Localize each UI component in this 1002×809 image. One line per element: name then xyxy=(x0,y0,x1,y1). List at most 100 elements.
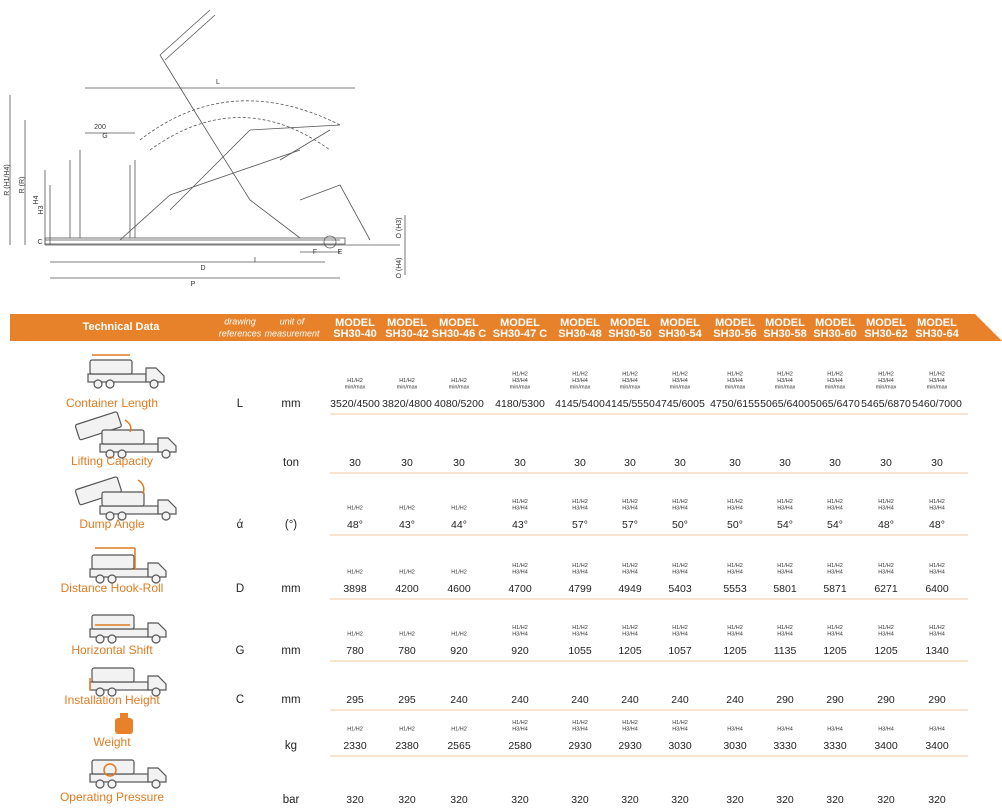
cell-note: H3/H4 xyxy=(929,505,945,511)
cell-note: H1/H2 xyxy=(827,625,843,631)
dimension-label: O (H3) xyxy=(396,218,403,239)
cell-note: min/max xyxy=(510,384,531,390)
cell-note: H3/H4 xyxy=(512,569,528,575)
cell-value: 1205 xyxy=(874,645,898,657)
cell-value: 5553 xyxy=(723,583,747,595)
cell-value: 2930 xyxy=(568,740,592,752)
cell-note: H3/H4 xyxy=(878,378,894,384)
dimension-label: H3 xyxy=(38,205,45,214)
cell-note: H3/H4 xyxy=(827,378,843,384)
cell-note: H3/H4 xyxy=(777,378,793,384)
row-label: Installation Height xyxy=(64,693,160,707)
model-header: SH30-47 C xyxy=(493,328,547,340)
row-unit: mm xyxy=(281,694,300,706)
dimension-label: F xyxy=(313,249,317,256)
cell-note: H3/H4 xyxy=(572,726,588,732)
cell-value: 30 xyxy=(624,457,636,469)
cell-note: H1/H2 xyxy=(399,569,415,575)
cell-note: H3/H4 xyxy=(512,726,528,732)
cell-value: 1135 xyxy=(774,645,797,657)
cell-note: H3/H4 xyxy=(929,378,945,384)
cell-value: 5403 xyxy=(668,583,692,595)
cell-note: H3/H4 xyxy=(727,505,743,511)
row-reference: ά xyxy=(237,519,244,531)
cell-note: H1/H2 xyxy=(727,371,743,377)
cell-value: 30 xyxy=(574,457,586,469)
cell-note: H1/H2 xyxy=(347,631,363,637)
cell-value: 30 xyxy=(674,457,686,469)
cell-note: H3/H4 xyxy=(672,726,688,732)
cell-value: 3898 xyxy=(343,583,367,595)
references-header: drawing xyxy=(224,316,256,326)
cell-value: 320 xyxy=(671,794,689,806)
units-header: unit of xyxy=(280,316,306,326)
cell-value: 6271 xyxy=(874,583,898,595)
dimension-label: L xyxy=(216,79,220,86)
cell-note: H1/H2 xyxy=(777,371,793,377)
cell-note: min/max xyxy=(876,384,897,390)
cell-note: min/max xyxy=(345,384,366,390)
cell-value: 320 xyxy=(450,794,468,806)
cell-note: H3/H4 xyxy=(622,726,638,732)
cell-note: H1/H2 xyxy=(399,631,415,637)
table-title: Technical Data xyxy=(83,321,161,333)
cell-value: 5871 xyxy=(823,583,847,595)
model-header: MODEL xyxy=(765,317,805,329)
references-header: references xyxy=(219,328,262,338)
dimension-label: 200 xyxy=(94,124,106,131)
model-header: MODEL xyxy=(715,317,755,329)
model-header: SH30-64 xyxy=(915,328,959,340)
cell-value: 54° xyxy=(827,519,843,531)
cell-note: H3/H4 xyxy=(777,569,793,575)
cell-value: 3520/4500 xyxy=(330,398,380,410)
cell-note: H1/H2 xyxy=(399,505,415,511)
cell-note: H3/H4 xyxy=(777,726,793,732)
cell-note: H1/H2 xyxy=(672,625,688,631)
cell-note: H1/H2 xyxy=(777,499,793,505)
cell-note: H1/H2 xyxy=(929,563,945,569)
cell-value: 5065/6400 xyxy=(760,398,810,410)
model-header: MODEL xyxy=(610,317,650,329)
cell-value: 5465/6870 xyxy=(861,398,911,410)
cell-value: 4600 xyxy=(447,583,471,595)
cell-value: 2330 xyxy=(343,740,367,752)
cell-note: H3/H4 xyxy=(512,378,528,384)
row-unit: bar xyxy=(283,794,300,806)
cell-value: 3030 xyxy=(723,740,747,752)
cell-value: 3030 xyxy=(668,740,692,752)
cell-value: 4750/6155 xyxy=(710,398,760,410)
cell-note: H3/H4 xyxy=(672,631,688,637)
cell-value: 4700 xyxy=(508,583,532,595)
cell-note: H3/H4 xyxy=(878,569,894,575)
cell-note: H3/H4 xyxy=(878,631,894,637)
cell-value: 54° xyxy=(777,519,793,531)
cell-note: H1/H2 xyxy=(622,625,638,631)
weight-icon xyxy=(115,713,133,734)
cell-value: 44° xyxy=(451,519,467,531)
cell-note: H3/H4 xyxy=(878,505,894,511)
model-header: SH30-50 xyxy=(608,328,651,340)
cell-note: H1/H2 xyxy=(512,563,528,569)
cell-note: H1/H2 xyxy=(878,499,894,505)
cell-note: H1/H2 xyxy=(827,563,843,569)
row-unit: mm xyxy=(281,645,300,657)
cell-note: H1/H2 xyxy=(512,625,528,631)
cell-value: 57° xyxy=(572,519,588,531)
cell-value: 30 xyxy=(349,457,361,469)
model-header: SH30-58 xyxy=(763,328,806,340)
cell-note: min/max xyxy=(927,384,948,390)
cell-note: H1/H2 xyxy=(399,378,415,384)
cell-note: H1/H2 xyxy=(347,569,363,575)
cell-note: H3/H4 xyxy=(512,631,528,637)
cell-note: H1/H2 xyxy=(727,499,743,505)
cell-value: 4145/5550 xyxy=(605,398,655,410)
cell-value: 240 xyxy=(511,694,529,706)
cell-value: 290 xyxy=(928,694,946,706)
cell-note: H1/H2 xyxy=(777,625,793,631)
cell-value: 43° xyxy=(512,519,528,531)
cell-note: H1/H2 xyxy=(399,726,415,732)
cell-note: H3/H4 xyxy=(622,569,638,575)
row-label: Distance Hook-Roll xyxy=(61,581,164,595)
model-header: MODEL xyxy=(815,317,855,329)
cell-value: 1057 xyxy=(668,645,692,657)
